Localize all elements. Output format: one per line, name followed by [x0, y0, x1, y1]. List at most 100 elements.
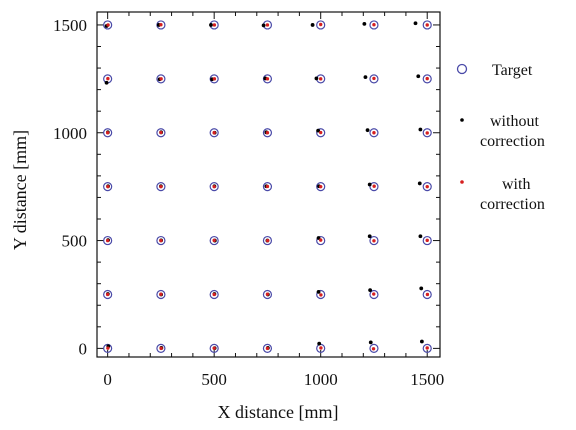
target-point [316, 182, 326, 192]
legend-label-target: Target [492, 62, 533, 79]
target-point [103, 289, 113, 300]
with-correction-point [425, 292, 430, 297]
target-point [209, 128, 219, 138]
with-correction-point [159, 292, 163, 296]
target-point [262, 343, 273, 353]
without-correction-point [316, 289, 321, 294]
y-tick-label: 1500 [53, 16, 87, 35]
with-correction-point [106, 23, 110, 27]
target-point [316, 235, 326, 246]
target-point [422, 289, 432, 300]
with-correction-point [425, 184, 429, 189]
without-correction-point [368, 340, 373, 345]
with-correction-point [105, 131, 110, 135]
legend-marker-without-correction [460, 118, 464, 122]
without-correction-point [367, 182, 372, 187]
y-axis-label: Y distance [mm] [10, 130, 30, 250]
with-correction-point [212, 77, 217, 81]
tick-labels: 0 500 1000 1500 0 500 1000 1500 [53, 16, 444, 389]
y-tick-label: 0 [79, 339, 88, 358]
with-correction-point [159, 346, 163, 351]
legend-marker-target [456, 63, 468, 75]
legend-label-with-correction: with correction [480, 176, 545, 213]
target-point [369, 20, 379, 30]
x-tick-label: 0 [103, 370, 112, 389]
data-points [103, 20, 432, 353]
plot-area [96, 11, 441, 358]
without-correction-point [365, 128, 370, 133]
target-point [103, 20, 113, 30]
legend-marker-with-correction [460, 180, 464, 184]
legend: Target without correction with correctio… [456, 62, 545, 213]
target-point [369, 74, 379, 84]
target-point [209, 289, 219, 300]
with-correction-point [425, 76, 429, 81]
target-point [103, 182, 113, 192]
with-correction-point [265, 292, 270, 296]
target-point [209, 343, 219, 353]
with-correction-point [212, 292, 216, 297]
x-tick-label: 500 [201, 370, 227, 389]
with-correction-point [425, 131, 429, 135]
with-correction-point [372, 292, 376, 296]
target-point [262, 128, 273, 138]
with-correction-point [319, 293, 323, 297]
target-point [422, 74, 432, 84]
target-point [262, 74, 273, 84]
target-point [156, 182, 166, 192]
with-correction-point [372, 131, 376, 135]
with-correction-point [319, 346, 323, 350]
without-correction-point [317, 341, 322, 346]
without-correction-point [310, 23, 315, 27]
x-axis-label: X distance [mm] [218, 402, 339, 422]
without-correction-point [316, 128, 321, 133]
target-point [369, 182, 379, 192]
with-correction-point [212, 131, 216, 135]
target-point [103, 235, 113, 246]
without-correction-point [368, 288, 373, 293]
with-correction-point [318, 130, 323, 135]
with-correction-point [265, 184, 270, 189]
target-point [316, 20, 326, 30]
target-point [156, 74, 166, 84]
with-correction-point [212, 346, 216, 350]
with-correction-point [265, 77, 270, 81]
target-point [262, 289, 273, 300]
with-correction-point [159, 77, 163, 81]
y-tick-label: 500 [62, 232, 88, 251]
without-correction-point [419, 339, 424, 344]
with-correction-point [105, 292, 110, 297]
target-point [103, 128, 113, 138]
target-point [103, 343, 113, 353]
without-correction-point [261, 23, 266, 28]
with-correction-point [318, 238, 323, 242]
without-correction-point [104, 80, 109, 85]
without-correction-point [419, 286, 424, 291]
target-point [156, 128, 166, 138]
with-correction-point [425, 346, 429, 350]
with-correction-point [318, 77, 323, 81]
target-point [209, 235, 219, 246]
with-correction-point [159, 238, 163, 243]
without-correction-point [363, 75, 368, 80]
target-point [156, 289, 166, 300]
with-correction-point [212, 238, 216, 243]
with-correction-point [318, 22, 323, 27]
target-point [369, 343, 379, 353]
with-correction-point [212, 23, 217, 27]
without-correction-point [417, 181, 422, 186]
with-correction-point [265, 238, 270, 243]
with-correction-point [106, 184, 110, 189]
target-point [422, 128, 432, 138]
with-correction-point [371, 347, 376, 351]
x-tick-label: 1500 [410, 370, 444, 389]
with-correction-point [159, 184, 163, 189]
with-correction-point [265, 131, 270, 135]
with-correction-point [265, 346, 270, 351]
target-point [156, 235, 166, 246]
without-correction-point [314, 76, 319, 81]
with-correction-point [159, 23, 163, 27]
legend-label-without-correction: without correction [480, 113, 545, 150]
with-correction-point [425, 238, 429, 243]
